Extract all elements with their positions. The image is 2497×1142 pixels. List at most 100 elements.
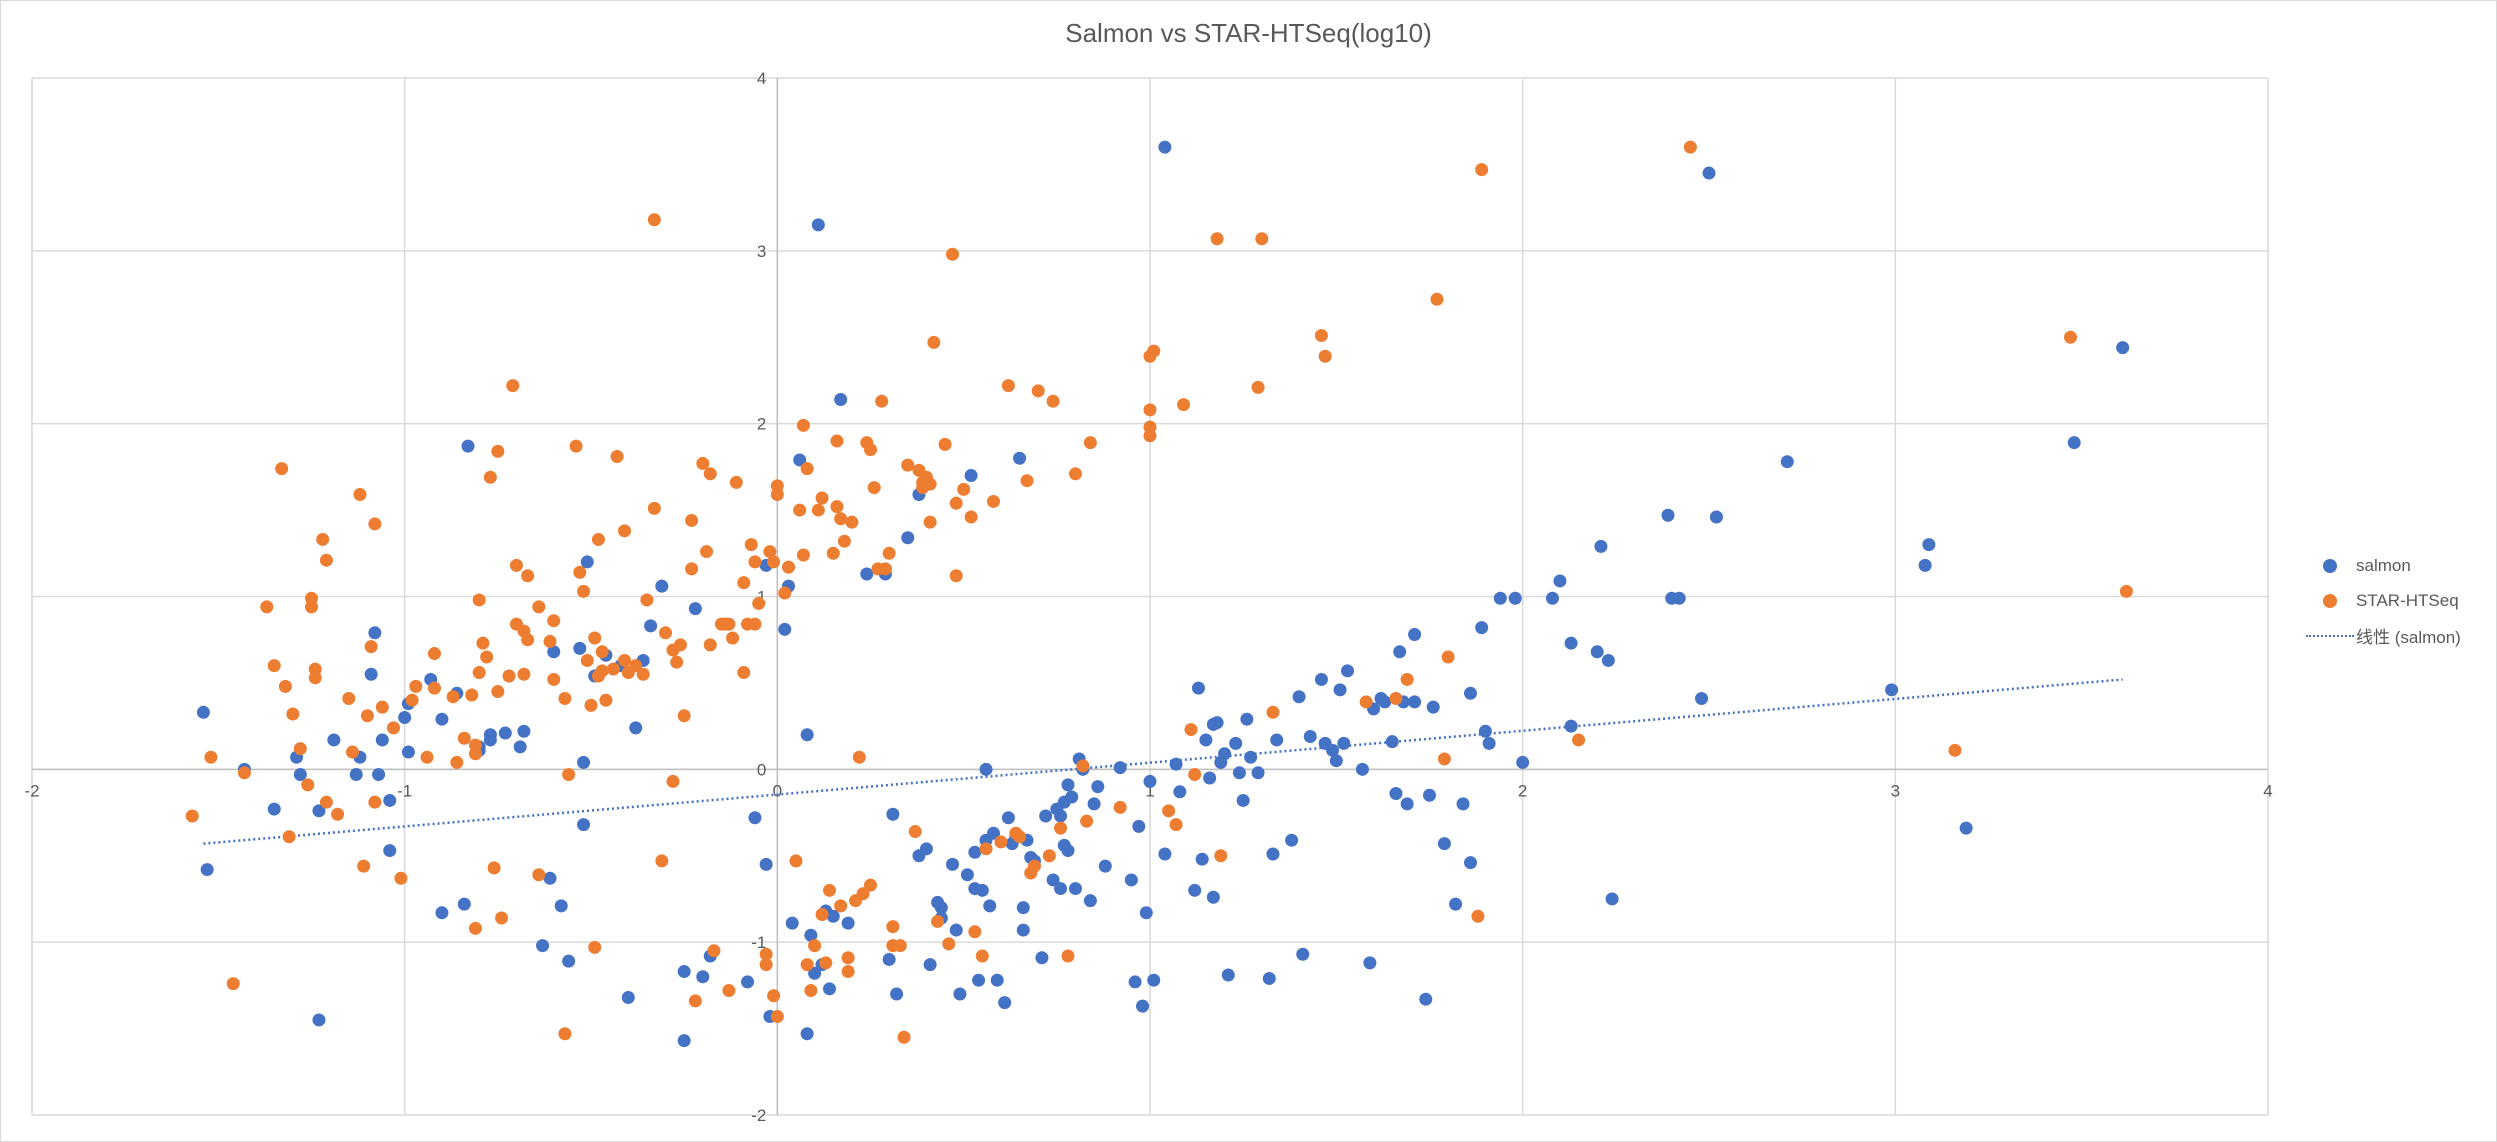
point-salmon — [1672, 591, 1686, 605]
point-salmon — [1355, 762, 1369, 776]
point-star-htseq — [1020, 474, 1034, 488]
legend-marker-trendline — [2300, 626, 2356, 646]
point-salmon — [808, 966, 822, 980]
point-star-htseq — [834, 899, 848, 913]
point-salmon — [1229, 736, 1243, 750]
point-salmon — [1493, 591, 1507, 605]
point-star-htseq — [897, 1030, 911, 1044]
point-salmon — [1098, 859, 1112, 873]
point-star-htseq — [1210, 232, 1224, 246]
legend-item-salmon[interactable]: salmon — [2300, 548, 2461, 583]
point-star-htseq — [308, 671, 322, 685]
point-star-htseq — [1177, 398, 1191, 412]
y-tick-label: 4 — [757, 69, 766, 88]
point-salmon — [1206, 890, 1220, 904]
point-star-htseq — [1389, 691, 1403, 705]
point-star-htseq — [573, 565, 587, 579]
point-salmon — [1314, 672, 1328, 686]
point-salmon — [1221, 968, 1235, 982]
point-star-htseq — [640, 593, 654, 607]
point-star-htseq — [1046, 394, 1060, 408]
point-salmon — [293, 768, 307, 782]
point-star-htseq — [532, 600, 546, 614]
gridlines — [31, 77, 2269, 1116]
point-star-htseq — [808, 939, 822, 953]
point-star-htseq — [1147, 344, 1161, 358]
point-salmon — [1922, 538, 1936, 552]
point-star-htseq — [1013, 830, 1027, 844]
point-star-htseq — [1169, 818, 1183, 832]
point-salmon — [1016, 923, 1030, 937]
axes — [32, 78, 2268, 1115]
point-salmon — [1329, 754, 1343, 768]
point-star-htseq — [305, 591, 318, 605]
legend-item-trendline[interactable]: 线性 (salmon) — [2300, 618, 2461, 653]
point-star-htseq — [1042, 849, 1056, 863]
point-star-htseq — [577, 584, 591, 598]
point-salmon — [1218, 747, 1232, 761]
legend-label-salmon: salmon — [2356, 555, 2411, 575]
point-salmon — [677, 1034, 691, 1048]
trendline-salmon — [203, 678, 2123, 845]
point-salmon — [1780, 455, 1794, 469]
point-star-htseq — [1314, 329, 1328, 343]
point-star-htseq — [856, 887, 870, 901]
point-star-htseq — [1318, 349, 1332, 363]
point-star-htseq — [368, 517, 382, 531]
point-salmon — [1270, 733, 1284, 747]
point-star-htseq — [744, 538, 758, 552]
point-star-htseq — [1143, 429, 1157, 443]
legend-item-star-htseq[interactable]: STAR-HTSeq — [2300, 583, 2461, 618]
point-salmon — [543, 871, 557, 885]
point-star-htseq — [1001, 379, 1015, 393]
point-star-htseq — [495, 911, 509, 925]
point-star-htseq — [1143, 403, 1157, 417]
point-star-htseq — [1359, 695, 1373, 709]
point-star-htseq — [1188, 768, 1202, 782]
y-tick-label: 2 — [757, 415, 766, 434]
point-star-htseq — [588, 940, 602, 954]
point-star-htseq — [886, 920, 900, 934]
point-star-htseq — [483, 470, 497, 484]
point-star-htseq — [1184, 723, 1198, 737]
point-star-htseq — [994, 835, 1008, 849]
point-salmon — [312, 804, 326, 818]
y-tick-label: 3 — [757, 242, 766, 261]
point-star-htseq — [543, 634, 557, 648]
point-star-htseq — [342, 691, 356, 705]
point-star-htseq — [845, 515, 859, 529]
point-star-htseq — [927, 335, 941, 349]
point-salmon — [998, 996, 1012, 1010]
point-star-htseq — [420, 750, 434, 764]
point-star-htseq — [826, 546, 840, 560]
point-star-htseq — [979, 842, 993, 856]
point-salmon — [1232, 766, 1246, 780]
point-star-htseq — [647, 501, 661, 515]
point-salmon — [1169, 757, 1183, 771]
point-star-htseq — [685, 513, 699, 527]
point-star-htseq — [427, 647, 441, 661]
point-star-htseq — [558, 691, 572, 705]
point-salmon — [841, 916, 855, 930]
point-star-htseq — [931, 914, 945, 928]
point-star-htseq — [878, 562, 892, 576]
point-salmon — [960, 868, 974, 882]
x-tick-label: 1 — [1145, 781, 1154, 800]
point-star-htseq — [278, 679, 292, 693]
point-star-htseq — [647, 213, 661, 227]
point-salmon — [800, 1027, 814, 1041]
point-salmon — [398, 710, 412, 724]
point-salmon — [1251, 766, 1265, 780]
point-star-htseq — [811, 503, 825, 517]
point-star-htseq — [237, 766, 251, 780]
point-salmon — [1475, 621, 1489, 635]
point-star-htseq — [942, 937, 956, 951]
point-star-htseq — [685, 562, 699, 576]
legend-dot-star-htseq — [2323, 593, 2337, 608]
point-star-htseq — [301, 778, 315, 792]
point-star-htseq — [491, 444, 505, 458]
point-salmon — [1132, 819, 1146, 833]
legend-line-trendline — [2306, 634, 2354, 637]
point-star-htseq — [767, 555, 781, 569]
